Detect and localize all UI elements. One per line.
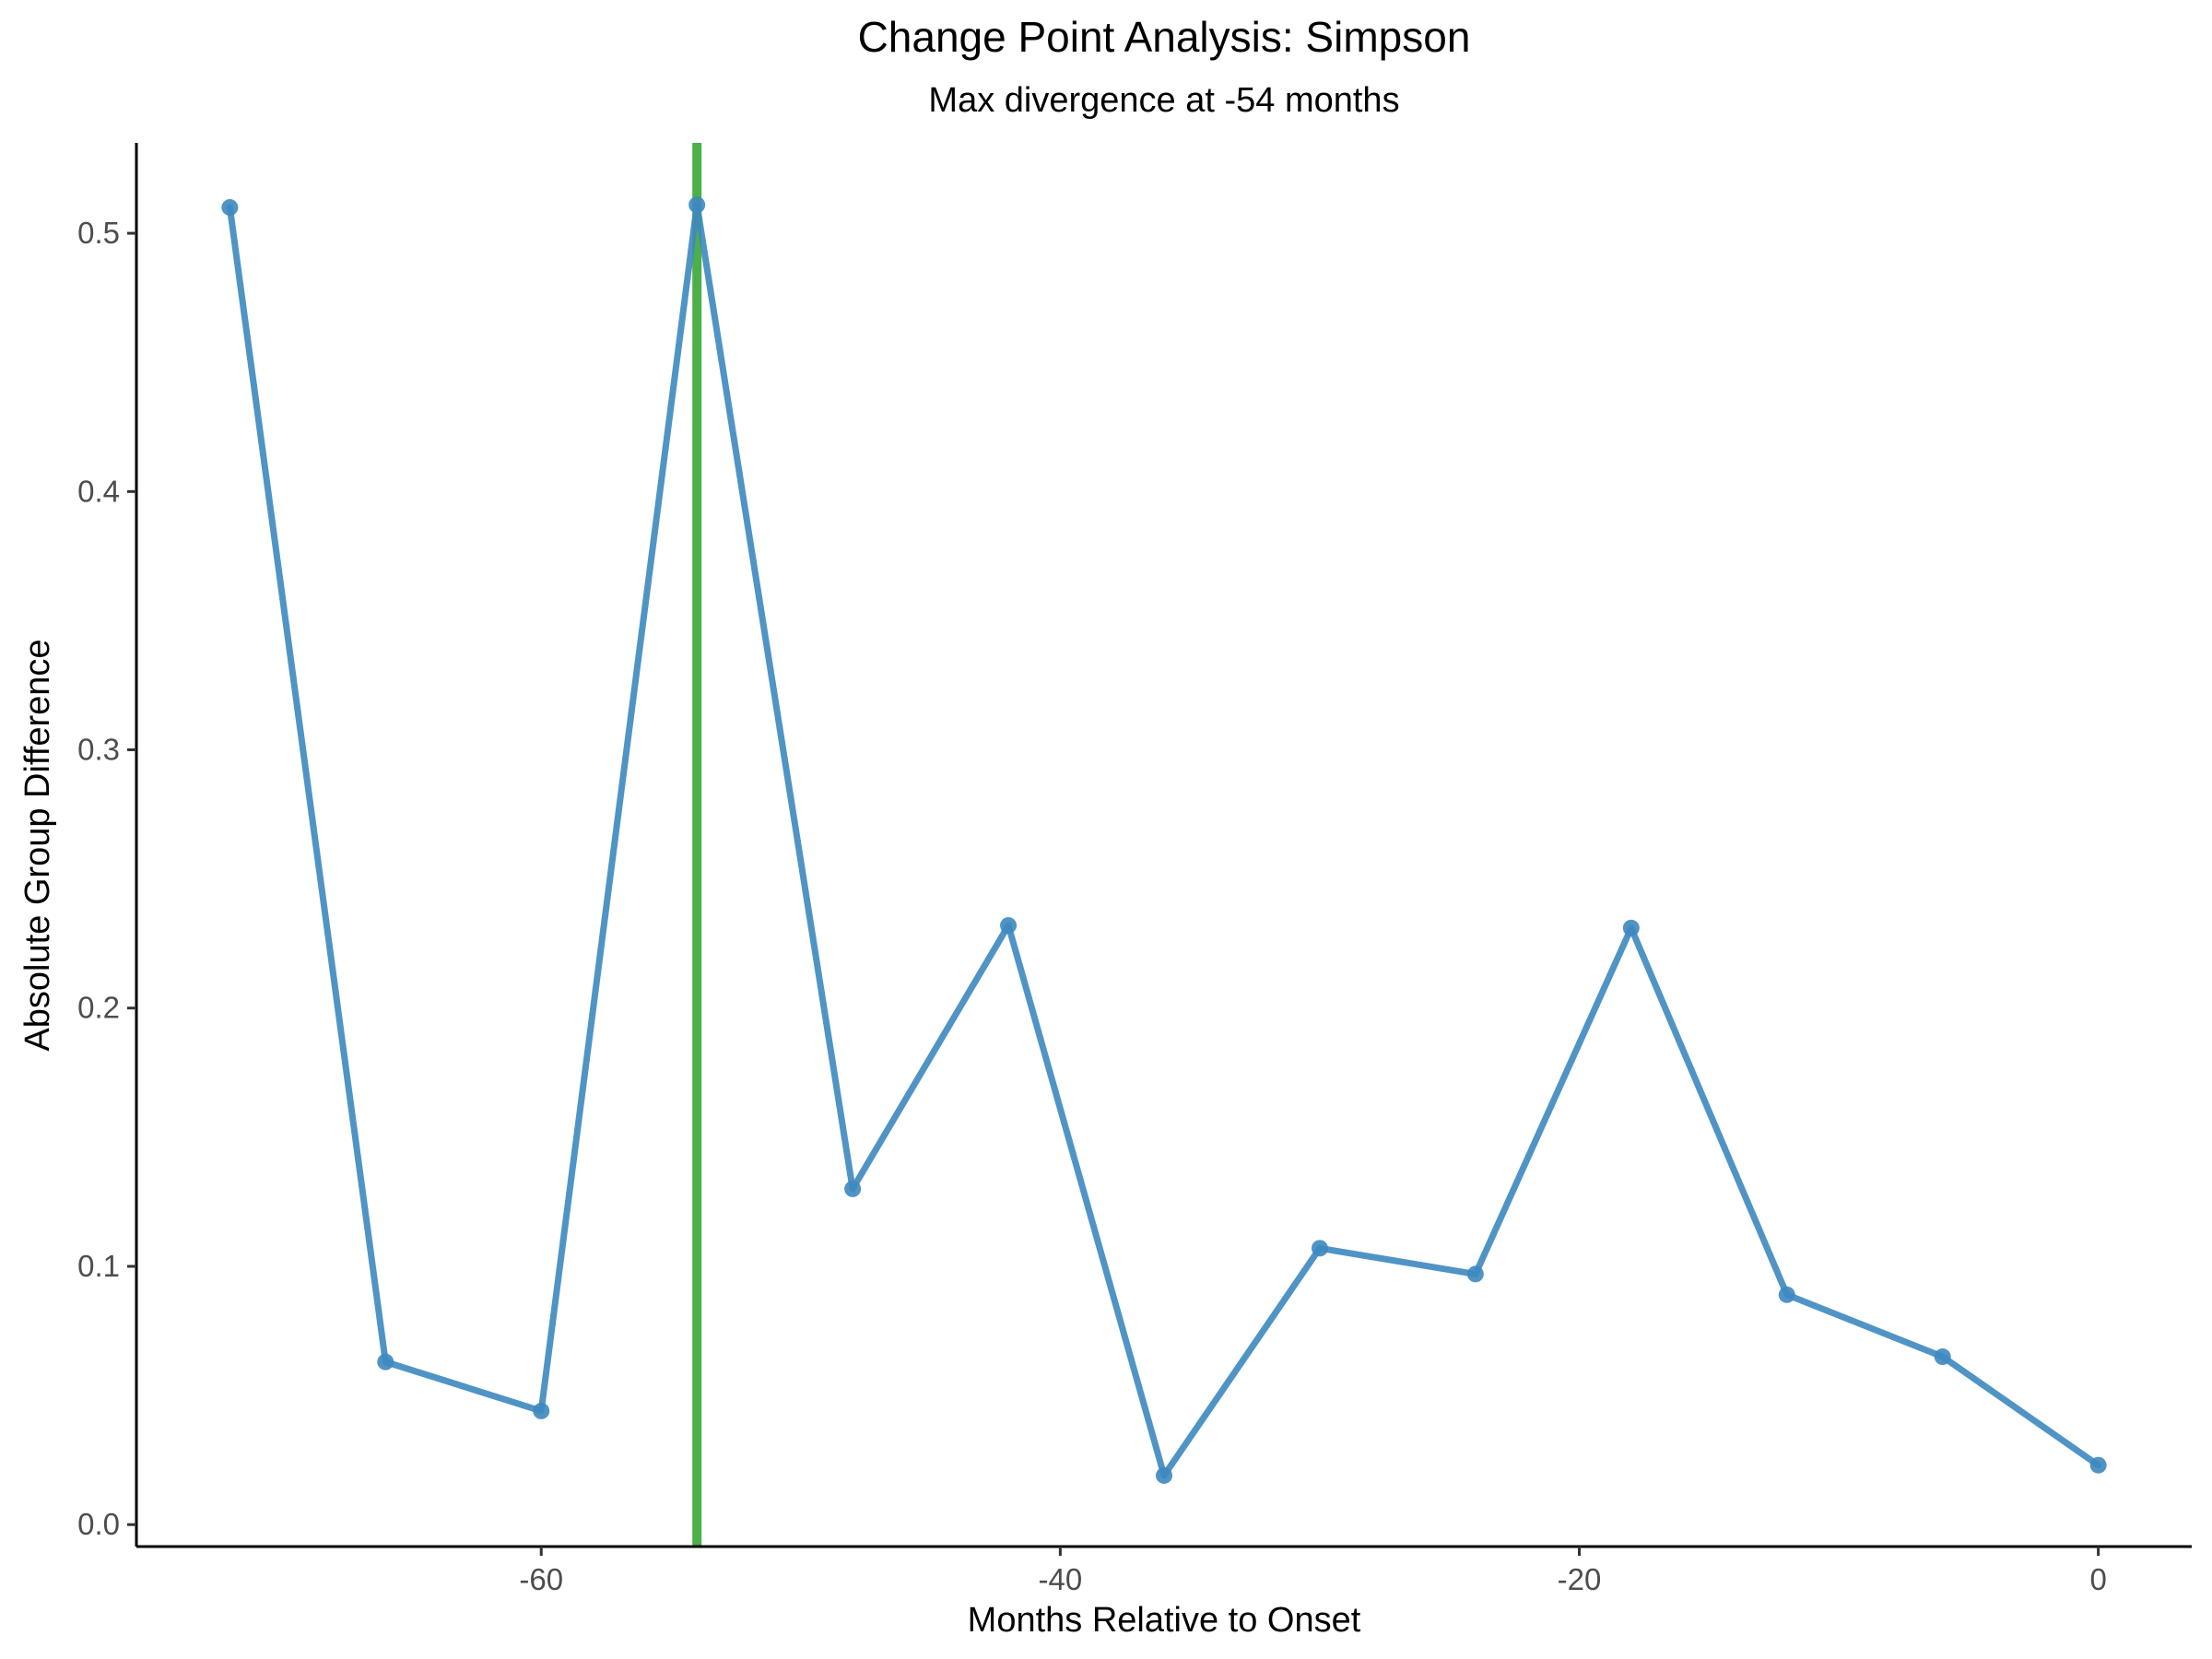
data-point-2 [533, 1402, 550, 1419]
x-tick-label: -40 [1039, 1562, 1083, 1596]
data-point-1 [377, 1353, 394, 1371]
series-line-0 [226, 201, 2102, 1479]
x-tick-label: -60 [519, 1562, 563, 1596]
data-point-12 [2089, 1456, 2107, 1474]
x-axis-title: Months Relative to Onset [968, 1601, 1361, 1640]
x-tick-label: -20 [1558, 1562, 1602, 1596]
y-tick-label: 0.0 [77, 1507, 120, 1541]
data-point-3 [688, 196, 706, 214]
chart-subtitle: Max divergence at -54 months [928, 81, 1399, 120]
chart-title: Change Point Analysis: Simpson [858, 13, 1471, 61]
plot-area: 0.0 0.1 0.2 0.3 0.4 0.5 -60 -40 -20 0 [77, 143, 2192, 1596]
data-point-8 [1466, 1265, 1484, 1283]
data-point-5 [1000, 917, 1018, 935]
y-tick-label: 0.5 [77, 216, 120, 250]
x-tick-label: 0 [2089, 1562, 2106, 1596]
y-tick-label: 0.2 [77, 991, 120, 1025]
data-point-11 [1934, 1348, 1951, 1366]
data-point-9 [1622, 919, 1640, 936]
y-tick-label: 0.3 [77, 733, 120, 767]
data-point-0 [221, 199, 239, 217]
y-tick-label: 0.4 [77, 474, 120, 508]
data-point-4 [844, 1180, 862, 1197]
data-point-7 [1311, 1240, 1328, 1257]
data-point-10 [1778, 1286, 1795, 1303]
y-axis-title: Absolute Group Difference [18, 639, 57, 1051]
y-tick-label: 0.1 [77, 1249, 120, 1283]
data-point-6 [1156, 1466, 1172, 1484]
